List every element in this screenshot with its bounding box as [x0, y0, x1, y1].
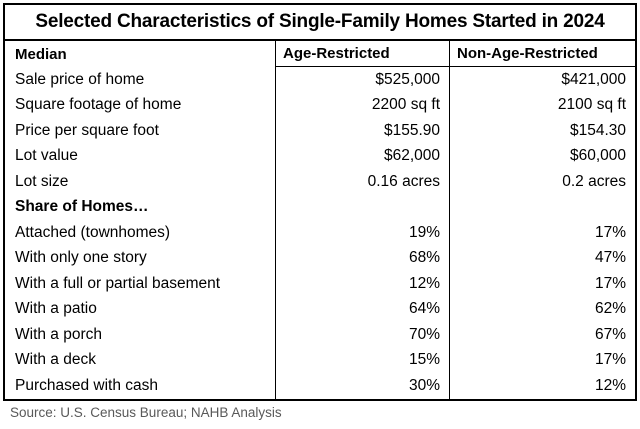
table-row-share-of-homes-section: Share of Homes… — [5, 194, 635, 220]
age-restricted-value: 15% — [275, 347, 449, 373]
section-header-label: Share of Homes… — [15, 198, 149, 216]
non-age-restricted-value: 0.2 acres — [449, 169, 635, 195]
age-restricted-value: 30% — [275, 373, 449, 399]
row-label: Attached (townhomes) — [15, 223, 171, 241]
non-age-restricted-value: 2100 sq ft — [449, 92, 635, 118]
table-row-square-footage: Square footage of home 2200 sq ft 2100 s… — [5, 92, 635, 118]
age-restricted-value: $525,000 — [275, 67, 449, 93]
table-row-lot-value: Lot value $62,000 $60,000 — [5, 143, 635, 169]
row-label: With a full or partial basement — [15, 274, 221, 292]
table-row-basement: With a full or partial basement 12% 17% — [5, 271, 635, 297]
row-label: With only one story — [15, 249, 147, 267]
non-age-restricted-value: 47% — [449, 245, 635, 271]
row-label: Square footage of home — [15, 96, 182, 114]
row-label: With a patio — [15, 300, 97, 318]
column-header-age-restricted: Age-Restricted — [275, 41, 449, 67]
non-age-restricted-value — [449, 194, 635, 220]
non-age-restricted-value: $154.30 — [449, 118, 635, 144]
non-age-restricted-value: 12% — [449, 373, 635, 399]
row-label: Purchased with cash — [15, 376, 159, 394]
non-age-restricted-value: $421,000 — [449, 67, 635, 93]
age-restricted-value: $62,000 — [275, 143, 449, 169]
column-header-median: Median — [15, 45, 67, 63]
age-restricted-value: 64% — [275, 296, 449, 322]
row-label: With a deck — [15, 351, 96, 369]
row-label: Price per square foot — [15, 121, 159, 139]
age-restricted-value: 19% — [275, 220, 449, 246]
age-restricted-value: $155.90 — [275, 118, 449, 144]
row-label: Lot size — [15, 172, 69, 190]
row-label: With a porch — [15, 325, 103, 343]
non-age-restricted-value: 17% — [449, 347, 635, 373]
age-restricted-value: 2200 sq ft — [275, 92, 449, 118]
age-restricted-value: 70% — [275, 322, 449, 348]
non-age-restricted-value: 17% — [449, 271, 635, 297]
table-title: Selected Characteristics of Single-Famil… — [5, 5, 635, 41]
age-restricted-value: 68% — [275, 245, 449, 271]
table-row-patio: With a patio 64% 62% — [5, 296, 635, 322]
non-age-restricted-value: $60,000 — [449, 143, 635, 169]
row-label: Sale price of home — [15, 70, 145, 88]
non-age-restricted-value: 67% — [449, 322, 635, 348]
table-row-one-story: With only one story 68% 47% — [5, 245, 635, 271]
table-row-deck: With a deck 15% 17% — [5, 347, 635, 373]
table-row-price-per-sqft: Price per square foot $155.90 $154.30 — [5, 118, 635, 144]
age-restricted-value: 0.16 acres — [275, 169, 449, 195]
table-row-purchased-with-cash: Purchased with cash 30% 12% — [5, 373, 635, 399]
age-restricted-value: 12% — [275, 271, 449, 297]
column-header-non-age-restricted: Non-Age-Restricted — [449, 41, 635, 67]
non-age-restricted-value: 17% — [449, 220, 635, 246]
source-note: Source: U.S. Census Bureau; NAHB Analysi… — [10, 405, 282, 420]
non-age-restricted-value: 62% — [449, 296, 635, 322]
age-restricted-value — [275, 194, 449, 220]
row-label: Lot value — [15, 147, 78, 165]
table-row-lot-size: Lot size 0.16 acres 0.2 acres — [5, 169, 635, 195]
table-row-sale-price: Sale price of home $525,000 $421,000 — [5, 67, 635, 93]
header-row: Median Age-Restricted Non-Age-Restricted — [5, 41, 635, 67]
table-row-porch: With a porch 70% 67% — [5, 322, 635, 348]
table-row-attached: Attached (townhomes) 19% 17% — [5, 220, 635, 246]
characteristics-table: Selected Characteristics of Single-Famil… — [3, 3, 637, 401]
